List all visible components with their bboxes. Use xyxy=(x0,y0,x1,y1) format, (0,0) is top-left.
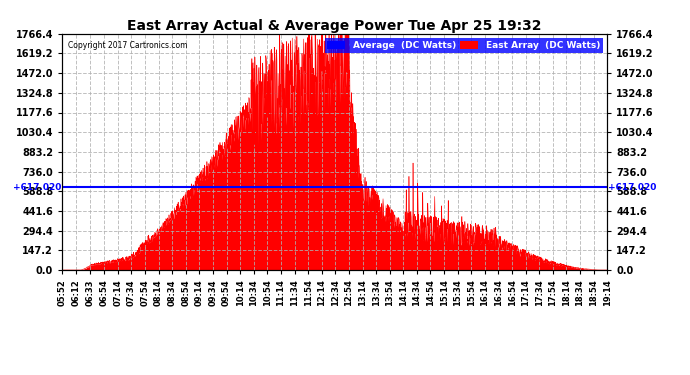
Legend: Average  (DC Watts), East Array  (DC Watts): Average (DC Watts), East Array (DC Watts… xyxy=(324,38,602,53)
Text: Copyright 2017 Cartronics.com: Copyright 2017 Cartronics.com xyxy=(68,41,187,50)
Title: East Array Actual & Average Power Tue Apr 25 19:32: East Array Actual & Average Power Tue Ap… xyxy=(128,19,542,33)
Text: +617.020: +617.020 xyxy=(13,183,61,192)
Text: +617.020: +617.020 xyxy=(608,183,656,192)
